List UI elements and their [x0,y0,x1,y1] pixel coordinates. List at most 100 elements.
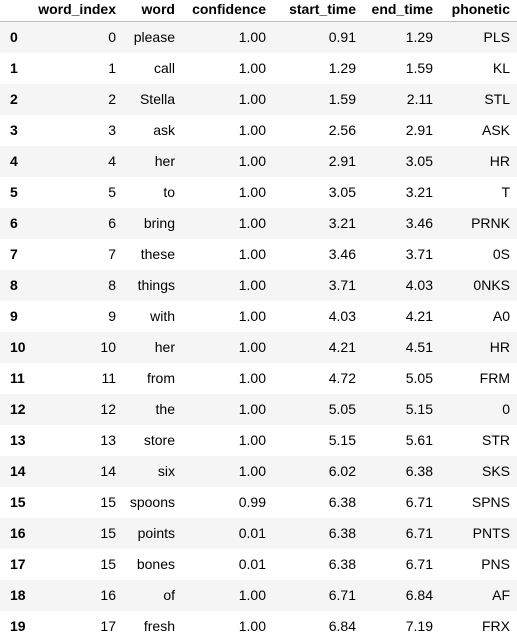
cell-word: points [137,524,175,541]
cell-end-time: 3.05 [405,152,433,169]
cell-phonetic: FRM [479,369,510,386]
cell-phonetic: 0S [492,245,510,262]
cell-confidence: 1.00 [238,307,266,324]
header-start-time: start_time [273,0,363,22]
cell-confidence: 1.00 [238,400,266,417]
table-row: 12 12 the 1.00 5.05 5.15 0 [0,393,517,425]
cell-end-time: 4.51 [405,338,433,355]
table-row: 5 5 to 1.00 3.05 3.21 T [0,176,517,208]
cell-confidence: 0.01 [238,524,266,541]
table-row: 7 7 these 1.00 3.46 3.71 0S [0,238,517,270]
cell-word-index: 13 [100,431,116,448]
row-index: 1 [10,59,18,76]
cell-word-index: 4 [108,152,116,169]
table-row: 4 4 her 1.00 2.91 3.05 HR [0,145,517,177]
table-row: 14 14 six 1.00 6.02 6.38 SKS [0,455,517,487]
row-index: 18 [10,586,26,603]
cell-word-index: 12 [100,400,116,417]
cell-start-time: 1.29 [328,59,356,76]
row-index: 0 [10,28,18,45]
header-row: word_index word confidence start_time en… [0,0,517,22]
cell-phonetic: T [501,183,510,200]
row-index: 17 [10,555,26,572]
cell-phonetic: SKS [481,462,510,479]
table-row: 17 15 bones 0.01 6.38 6.71 PNS [0,548,517,580]
cell-start-time: 5.05 [328,400,356,417]
cell-end-time: 6.71 [405,493,433,510]
cell-start-time: 0.91 [328,28,356,45]
row-index: 19 [10,617,26,634]
cell-phonetic: PNS [481,555,510,572]
cell-word: six [157,462,175,479]
table-row: 13 13 store 1.00 5.15 5.61 STR [0,424,517,456]
cell-phonetic: 0NKS [473,276,510,293]
cell-start-time: 3.46 [328,245,356,262]
cell-word: store [143,431,175,448]
cell-word: of [163,586,175,603]
cell-phonetic: A0 [492,307,510,324]
cell-end-time: 6.38 [405,462,433,479]
cell-word-index: 11 [101,369,116,386]
cell-start-time: 5.15 [328,431,356,448]
cell-word: please [133,28,175,45]
cell-word-index: 15 [100,555,116,572]
cell-word-index: 0 [108,28,116,45]
table-row: 0 0 please 1.00 0.91 1.29 PLS [0,21,517,53]
cell-start-time: 3.71 [328,276,356,293]
row-index: 11 [10,369,25,386]
row-index: 8 [10,276,18,293]
cell-word: spoons [129,493,175,510]
header-word: word [123,0,182,22]
cell-word-index: 15 [100,524,116,541]
cell-start-time: 2.56 [328,121,356,138]
cell-word: her [154,338,175,355]
cell-word-index: 6 [108,214,116,231]
cell-end-time: 1.59 [405,59,433,76]
cell-phonetic: HR [489,152,510,169]
cell-phonetic: PNTS [472,524,510,541]
cell-confidence: 1.00 [238,586,266,603]
row-index: 16 [10,524,26,541]
cell-end-time: 6.71 [405,555,433,572]
header-word-index: word_index [27,0,123,22]
table-row: 3 3 ask 1.00 2.56 2.91 ASK [0,114,517,146]
cell-start-time: 6.84 [328,617,356,634]
cell-end-time: 5.61 [405,431,433,448]
cell-confidence: 1.00 [238,59,266,76]
cell-word-index: 2 [108,90,116,107]
cell-confidence: 1.00 [238,183,266,200]
cell-end-time: 3.71 [405,245,433,262]
cell-phonetic: 0 [502,400,510,417]
table-row: 6 6 bring 1.00 3.21 3.46 PRNK [0,207,517,239]
cell-end-time: 6.84 [405,586,433,603]
cell-word: bones [136,555,175,572]
cell-word: fresh [143,617,175,634]
cell-word-index: 5 [108,183,116,200]
cell-phonetic: STL [484,90,510,107]
cell-start-time: 2.91 [328,152,356,169]
cell-end-time: 2.91 [405,121,433,138]
cell-start-time: 6.71 [328,586,356,603]
cell-end-time: 4.21 [405,307,433,324]
cell-word: with [150,307,175,324]
cell-word: call [153,59,175,76]
row-index: 14 [10,462,26,479]
cell-word-index: 8 [108,276,116,293]
header-confidence: confidence [182,0,273,22]
cell-word: ask [153,121,175,138]
cell-end-time: 4.03 [405,276,433,293]
cell-end-time: 5.05 [405,369,433,386]
table-row: 18 16 of 1.00 6.71 6.84 AF [0,579,517,611]
row-index: 13 [10,431,26,448]
header-phonetic: phonetic [440,0,517,22]
cell-phonetic: PRNK [471,214,510,231]
row-index: 7 [10,245,18,262]
row-index: 5 [10,183,18,200]
cell-confidence: 0.99 [238,493,266,510]
row-index: 10 [10,338,26,355]
cell-end-time: 3.21 [405,183,433,200]
table-row: 16 15 points 0.01 6.38 6.71 PNTS [0,517,517,549]
cell-confidence: 1.00 [238,152,266,169]
row-index: 6 [10,214,18,231]
cell-word-index: 10 [100,338,116,355]
